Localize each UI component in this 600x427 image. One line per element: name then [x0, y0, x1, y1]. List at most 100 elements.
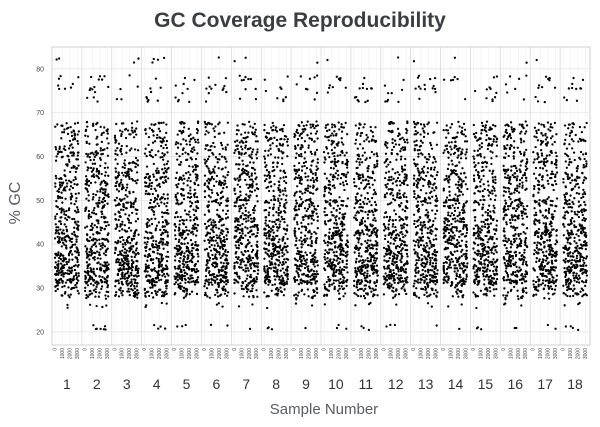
data-point — [374, 259, 377, 262]
data-point — [403, 209, 407, 213]
data-point — [277, 199, 280, 203]
data-point — [269, 147, 272, 150]
data-point — [249, 125, 252, 128]
data-point — [233, 278, 236, 281]
data-point — [128, 74, 131, 77]
data-point — [186, 179, 189, 182]
data-point — [276, 272, 279, 275]
data-point — [366, 99, 369, 102]
data-point — [54, 223, 57, 226]
data-point — [175, 171, 178, 174]
data-point — [326, 257, 329, 260]
data-point — [217, 302, 220, 305]
data-point — [293, 177, 296, 181]
data-point — [286, 269, 289, 272]
data-point — [60, 211, 63, 214]
data-point — [63, 243, 66, 246]
data-point — [254, 140, 257, 143]
data-point — [206, 280, 209, 283]
data-point — [341, 273, 344, 276]
data-point — [328, 86, 331, 90]
data-point — [225, 237, 229, 241]
data-point — [295, 152, 298, 155]
data-point — [281, 247, 285, 250]
data-point — [295, 168, 298, 172]
data-point — [331, 248, 334, 251]
data-point — [240, 153, 243, 156]
data-point — [157, 257, 160, 261]
data-point — [136, 217, 140, 221]
data-point — [182, 197, 186, 201]
data-point — [304, 172, 307, 175]
data-point — [146, 259, 149, 262]
data-point — [161, 221, 165, 224]
data-point — [277, 206, 280, 210]
data-point — [324, 214, 327, 217]
data-point — [135, 247, 138, 250]
data-point — [93, 273, 96, 276]
data-point — [323, 285, 327, 289]
data-point — [101, 198, 105, 201]
data-point — [284, 198, 287, 202]
data-point — [395, 184, 398, 187]
data-point — [267, 326, 270, 329]
data-point — [278, 246, 282, 249]
data-point — [124, 243, 127, 246]
data-point — [114, 158, 117, 161]
data-point — [55, 212, 59, 216]
data-point — [245, 284, 249, 287]
data-point — [73, 217, 76, 221]
data-point — [165, 212, 169, 215]
data-point — [99, 263, 102, 266]
data-point — [56, 267, 60, 270]
data-point — [271, 142, 274, 145]
data-point — [160, 265, 163, 268]
data-point — [223, 288, 227, 291]
data-point — [331, 236, 335, 240]
data-point — [336, 257, 340, 260]
data-point — [176, 279, 179, 282]
data-point — [311, 257, 315, 260]
data-point — [162, 269, 165, 272]
data-point — [57, 150, 60, 153]
data-point — [113, 134, 117, 137]
data-point — [323, 267, 326, 270]
data-point — [65, 122, 68, 125]
data-point — [166, 243, 169, 247]
data-point — [247, 282, 250, 285]
data-point — [271, 244, 275, 248]
data-point — [282, 151, 285, 154]
data-point — [157, 121, 160, 124]
data-point — [106, 239, 109, 242]
data-point — [148, 219, 151, 222]
data-point — [93, 90, 97, 94]
data-point — [345, 205, 349, 208]
data-point — [250, 276, 253, 279]
data-point — [342, 295, 345, 298]
data-point — [360, 242, 363, 245]
data-point — [284, 273, 287, 277]
data-point — [235, 133, 238, 136]
data-point — [95, 137, 98, 140]
data-point — [121, 271, 124, 274]
data-point — [177, 252, 181, 255]
data-point — [187, 276, 190, 280]
data-point — [190, 158, 193, 161]
data-point — [56, 123, 59, 126]
data-point — [134, 249, 138, 252]
data-point — [181, 325, 184, 328]
data-point — [334, 219, 338, 222]
data-point — [391, 182, 395, 185]
data-point — [64, 197, 67, 200]
data-point — [55, 205, 58, 208]
data-point — [121, 236, 124, 239]
data-point — [403, 243, 407, 246]
data-point — [100, 267, 103, 270]
data-point — [281, 261, 285, 264]
data-point — [256, 231, 259, 235]
data-point — [160, 233, 163, 237]
data-point — [375, 152, 378, 155]
data-point — [92, 279, 95, 283]
data-point — [114, 184, 118, 188]
data-point — [346, 239, 349, 242]
